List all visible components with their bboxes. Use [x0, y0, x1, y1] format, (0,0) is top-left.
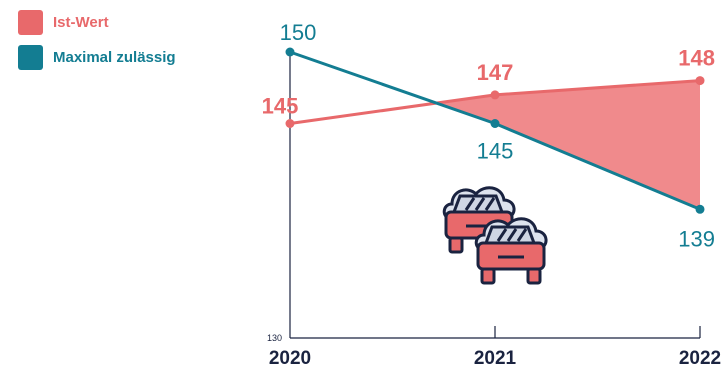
point-1-2: [695, 204, 705, 214]
axes: 2020 2021 2022 130: [267, 52, 721, 367]
point-1-1: [490, 119, 500, 128]
point-0-0: [285, 119, 295, 128]
legend-label-maximal-zulaessig: Maximal zulässig: [53, 49, 176, 66]
data-label-0-1: 147: [477, 60, 514, 85]
y-min-label: 130: [267, 333, 282, 343]
series-lines: [285, 47, 705, 214]
x-tick-label-2021: 2021: [474, 348, 517, 367]
fill-area: [436, 80, 700, 210]
traffic-jam-cars-icon: [442, 186, 548, 285]
data-labels: 145 147 148 150 145 139: [262, 20, 715, 251]
legend-item-ist-wert: Ist-Wert: [18, 10, 176, 35]
legend-label-ist-wert: Ist-Wert: [53, 14, 109, 31]
point-0-2: [695, 76, 705, 86]
data-label-1-1: 145: [477, 139, 514, 164]
legend-item-maximal-zulaessig: Maximal zulässig: [18, 45, 176, 70]
x-tick-label-2022: 2022: [679, 348, 721, 367]
legend-swatch-maximal-zulaessig: [18, 45, 43, 70]
point-1-0: [285, 47, 295, 57]
legend-swatch-ist-wert: [18, 10, 43, 35]
data-label-0-2: 148: [678, 46, 715, 71]
legend: Ist-Wert Maximal zulässig: [18, 10, 176, 80]
data-label-1-2: 139: [678, 226, 715, 251]
data-label-0-0: 145: [262, 94, 299, 119]
point-0-1: [490, 90, 500, 100]
data-label-1-0: 150: [280, 20, 317, 45]
x-tick-label-2020: 2020: [269, 348, 311, 367]
fill-between-area: [436, 80, 700, 210]
